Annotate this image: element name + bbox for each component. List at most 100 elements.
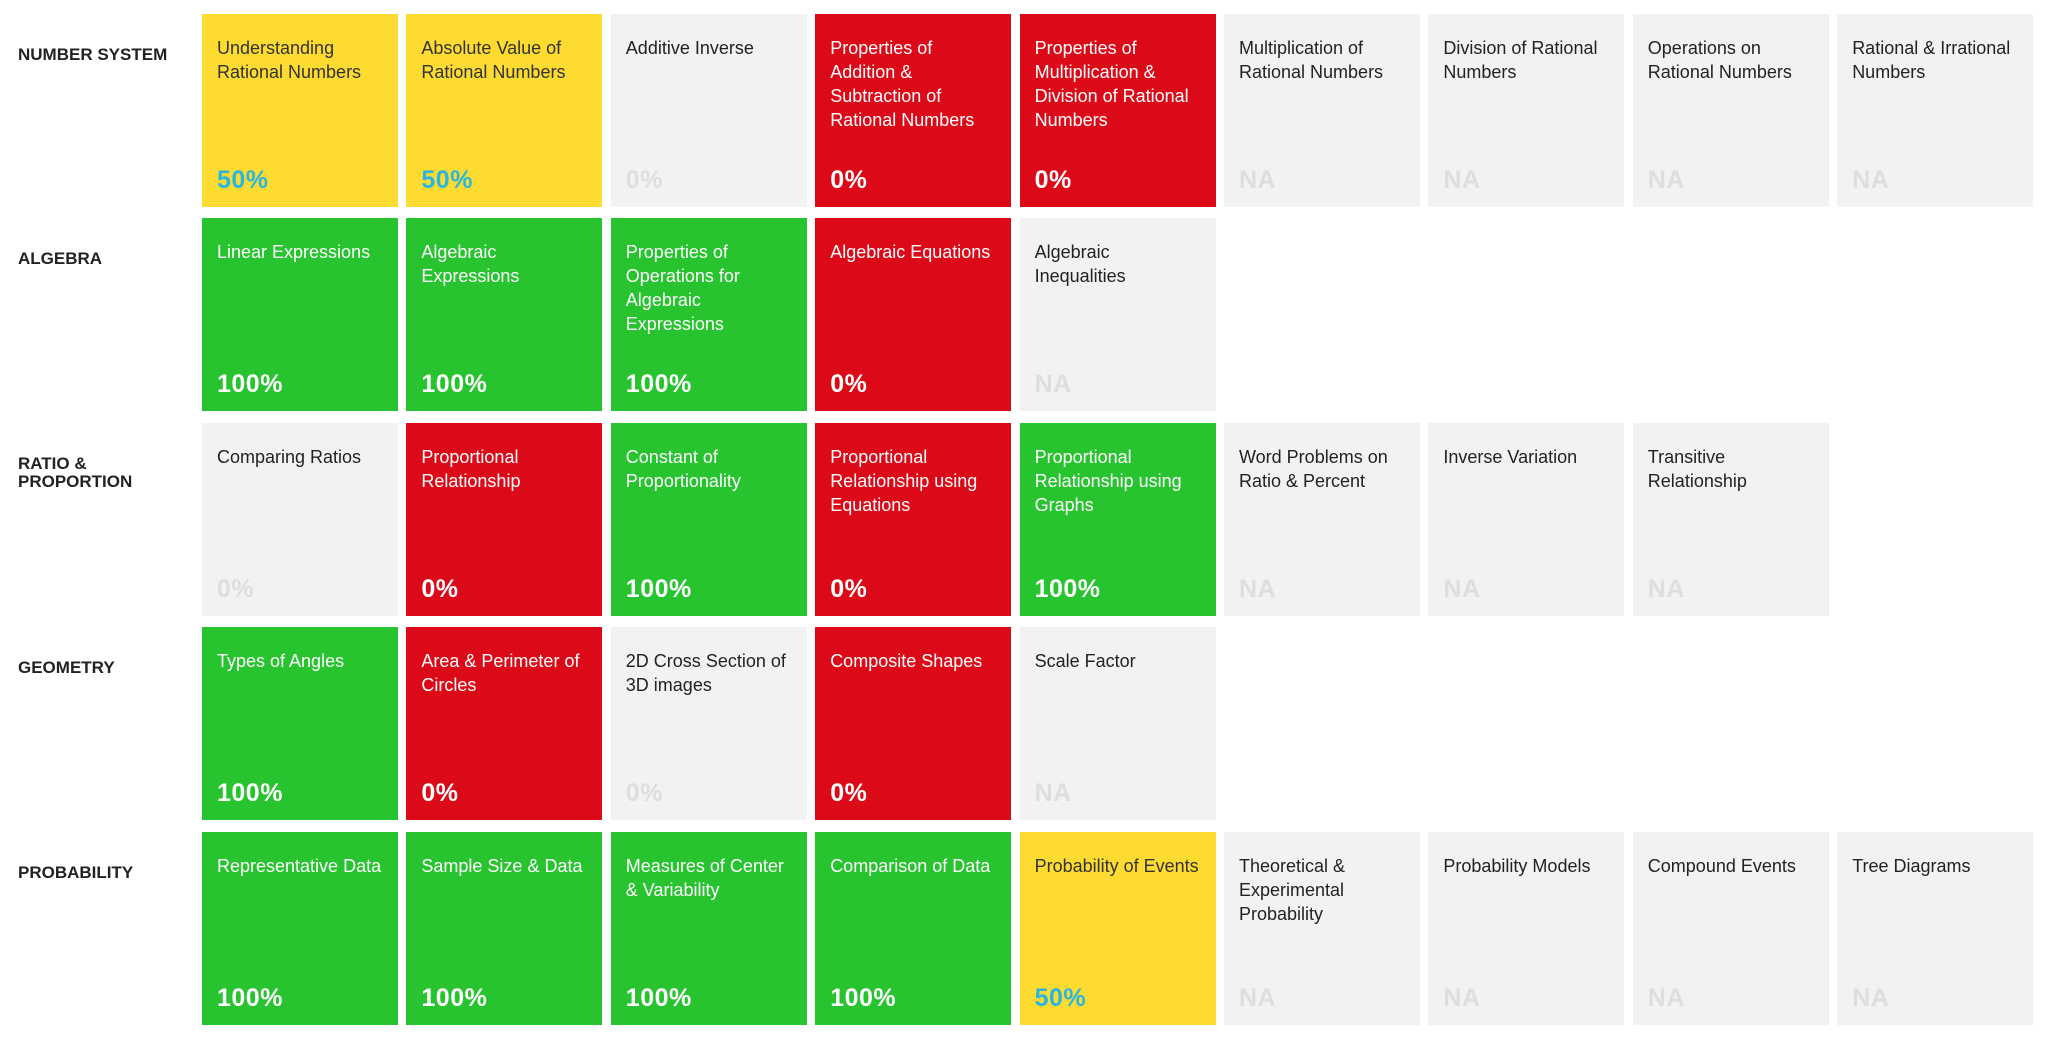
- tile-title: Additive Inverse: [625, 38, 754, 58]
- skill-tile[interactable]: Word Problems on Ratio & Percent NA: [1224, 422, 1420, 616]
- skill-tile[interactable]: Scale Factor NA: [1019, 627, 1216, 821]
- tile-title: Algebraic Inequalities: [1034, 242, 1126, 287]
- skill-tile[interactable]: Tree Diagrams NA: [1837, 831, 2034, 1025]
- tile-title: Proportional Relationship: [421, 446, 521, 491]
- tile-score: 50%: [1034, 983, 1087, 1012]
- tile-title: Operations on Rational Numbers: [1647, 38, 1792, 82]
- skill-tile[interactable]: Proportional Relationship using Graphs 10…: [1019, 422, 1216, 616]
- skill-tile[interactable]: Proportional Relationship 0%: [406, 422, 603, 616]
- skill-tile[interactable]: Multiplication of Rational Numbers NA: [1224, 14, 1420, 207]
- tile-title: Probability of Events: [1034, 855, 1199, 876]
- tile-score: 0%: [830, 166, 868, 194]
- skill-tile[interactable]: Measures of Center & Variability 100%: [610, 831, 807, 1025]
- skill-tile[interactable]: 2D Cross Section of 3D images 0%: [610, 627, 807, 821]
- tile-title: Inverse Variation: [1443, 446, 1578, 467]
- row-label: NUMBER SYSTEM: [18, 45, 168, 64]
- tile-score: 100%: [625, 983, 692, 1012]
- tile-score: 0%: [625, 779, 663, 808]
- tile-title: Absolute Value of Rational Numbers: [421, 38, 566, 82]
- tile-score: NA: [1443, 983, 1481, 1012]
- tile-title: Scale Factor: [1034, 651, 1136, 672]
- skill-tile[interactable]: Division of Rational Numbers NA: [1428, 14, 1625, 207]
- tile-title: Compound Events: [1647, 855, 1796, 876]
- skill-tile[interactable]: Properties of Addition & Subtraction of …: [815, 14, 1012, 207]
- tile-score: NA: [1034, 370, 1072, 399]
- skill-tile[interactable]: Properties of Operations for Algebraic E…: [610, 218, 807, 412]
- skill-tile[interactable]: Linear Expressions 100%: [202, 218, 398, 412]
- tile-score: 0%: [830, 370, 868, 399]
- tile-title: Algebraic Equations: [830, 242, 991, 263]
- skill-tile[interactable]: Area & Perimeter of Circles 0%: [406, 627, 603, 821]
- skill-tile[interactable]: Properties of Multiplication & Division …: [1019, 14, 1216, 207]
- tile-score: 0%: [421, 779, 459, 808]
- tile-score: NA: [1852, 166, 1890, 194]
- tile-score: NA: [1239, 166, 1277, 194]
- skill-tile[interactable]: Rational & Irrational Numbers NA: [1837, 14, 2034, 207]
- skill-tile[interactable]: Additive Inverse 0%: [610, 14, 807, 207]
- tile-title: Word Problems on Ratio & Percent: [1239, 446, 1388, 491]
- skill-tile[interactable]: Types of Angles 100%: [202, 627, 398, 821]
- tile-score: 50%: [421, 166, 473, 194]
- tile-score: 100%: [830, 983, 897, 1012]
- tile-title: Proportional Relationship using Equation…: [830, 446, 978, 515]
- tile-title: Tree Diagrams: [1852, 855, 1971, 876]
- skill-tile[interactable]: Representative Data 100%: [202, 831, 398, 1025]
- tile-title: Sample Size & Data: [421, 855, 583, 876]
- skill-tile[interactable]: Operations on Rational Numbers NA: [1632, 14, 1829, 207]
- tile-score: 100%: [1034, 574, 1101, 603]
- skill-tile[interactable]: Inverse Variation NA: [1428, 422, 1625, 616]
- tile-score: 100%: [217, 370, 283, 399]
- skill-tile[interactable]: Constant of Proportionality 100%: [610, 422, 807, 616]
- skill-tile[interactable]: Comparing Ratios 0%: [202, 422, 398, 616]
- skill-tile[interactable]: Probability of Events 50%: [1019, 831, 1216, 1025]
- tile-score: 0%: [421, 574, 459, 603]
- tile-title: Properties of Addition & Subtraction of …: [830, 38, 975, 130]
- tile-score: 100%: [625, 370, 692, 399]
- skill-tile[interactable]: Algebraic Expressions 100%: [406, 218, 603, 412]
- tile-title: Theoretical & Experimental Probability: [1239, 855, 1346, 924]
- skill-tile[interactable]: Transitive Relationship NA: [1632, 422, 1829, 616]
- tile-score: 0%: [217, 574, 255, 603]
- tile-title: Measures of Center & Variability: [625, 855, 784, 900]
- tile-title: Algebraic Expressions: [421, 242, 520, 287]
- skill-tile[interactable]: Sample Size & Data 100%: [406, 831, 603, 1025]
- tile-score: NA: [1239, 983, 1277, 1012]
- tile-title: Division of Rational Numbers: [1443, 38, 1598, 82]
- skill-tile[interactable]: Theoretical & Experimental Probability NA: [1224, 831, 1420, 1025]
- tile-score: NA: [1647, 166, 1685, 194]
- tile-title: Representative Data: [217, 855, 382, 876]
- skill-tile[interactable]: Composite Shapes 0%: [815, 627, 1012, 821]
- tile-title: Composite Shapes: [830, 651, 983, 672]
- tile-title: Constant of Proportionality: [625, 446, 741, 491]
- tile-title: Properties of Operations for Algebraic E…: [625, 242, 740, 335]
- tile-score: NA: [1647, 983, 1685, 1012]
- skill-tile[interactable]: Probability Models NA: [1428, 831, 1625, 1025]
- skill-tile[interactable]: Comparison of Data 100%: [815, 831, 1012, 1025]
- tile-score: 100%: [625, 574, 692, 603]
- skill-tile[interactable]: Algebraic Inequalities NA: [1019, 218, 1216, 412]
- tile-title: Multiplication of Rational Numbers: [1239, 38, 1384, 82]
- tile-title: Area & Perimeter of Circles: [421, 651, 580, 696]
- tile-score: 0%: [830, 779, 868, 808]
- row-label: GEOMETRY: [18, 658, 115, 678]
- skill-tile[interactable]: Proportional Relationship using Equation…: [815, 422, 1012, 616]
- skill-tile[interactable]: Compound Events NA: [1632, 831, 1829, 1025]
- tile-score: 100%: [217, 779, 283, 808]
- skill-tile[interactable]: Understanding Rational Numbers 50%: [202, 14, 398, 207]
- tile-score: 0%: [1034, 166, 1072, 194]
- tile-title: Proportional Relationship using Graphs: [1034, 446, 1182, 515]
- tile-score: NA: [1034, 779, 1072, 808]
- tile-score: 100%: [421, 370, 488, 399]
- skill-tile[interactable]: Absolute Value of Rational Numbers 50%: [406, 14, 603, 207]
- tile-score: NA: [1443, 166, 1481, 194]
- row-label: PROBABILITY: [18, 862, 134, 882]
- tile-score: NA: [1647, 574, 1685, 603]
- tile-title: Types of Angles: [217, 651, 345, 672]
- tile-score: 100%: [421, 983, 488, 1012]
- tile-title: 2D Cross Section of 3D images: [625, 651, 786, 696]
- tile-title: Linear Expressions: [217, 242, 371, 263]
- tile-title: Transitive Relationship: [1647, 446, 1747, 491]
- skill-tile[interactable]: Algebraic Equations 0%: [815, 218, 1012, 412]
- row-label: RATIO & PROPORTION: [18, 453, 133, 491]
